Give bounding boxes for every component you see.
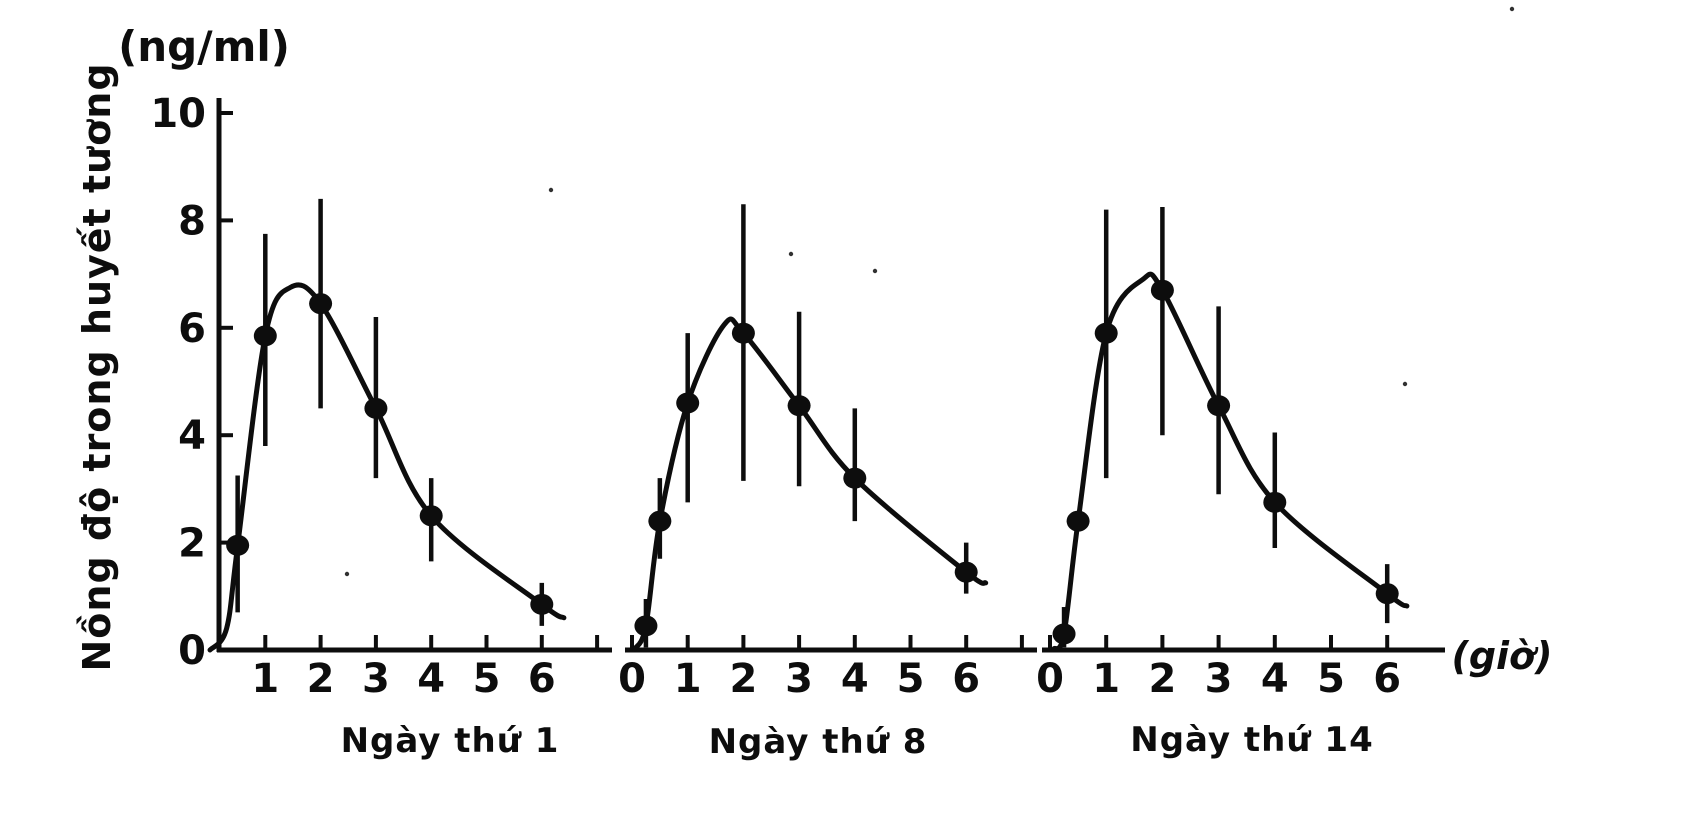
data-point bbox=[731, 322, 755, 344]
x-tick-label: 5 bbox=[473, 656, 501, 702]
scan-speck bbox=[788, 251, 794, 257]
scan-speck bbox=[344, 571, 350, 577]
x-tick-label: 0 bbox=[618, 656, 646, 702]
data-point bbox=[530, 593, 554, 615]
data-point bbox=[634, 615, 658, 637]
y-tick-label: 6 bbox=[178, 306, 206, 352]
x-tick-label: 4 bbox=[417, 656, 445, 702]
data-point bbox=[226, 534, 250, 556]
data-point bbox=[787, 395, 811, 417]
data-point bbox=[648, 510, 672, 532]
y-axis-unit-label: (ng/ml) bbox=[118, 22, 290, 71]
data-point bbox=[1207, 395, 1231, 417]
data-point bbox=[253, 325, 277, 347]
x-axis-unit-label: (giờ) bbox=[1451, 634, 1553, 678]
scan-speck bbox=[1402, 381, 1408, 387]
data-point bbox=[843, 467, 867, 489]
data-point bbox=[1375, 583, 1399, 605]
data-point bbox=[676, 392, 700, 414]
x-tick-label: 4 bbox=[841, 656, 869, 702]
panel-title-day-1: Ngày thứ 1 bbox=[340, 721, 560, 761]
panel-title-day-8: Ngày thứ 8 bbox=[708, 722, 928, 762]
data-point bbox=[364, 397, 388, 419]
y-tick-label: 4 bbox=[178, 413, 206, 459]
x-tick-label: 1 bbox=[674, 656, 702, 702]
scan-speck bbox=[548, 187, 554, 193]
data-point bbox=[1094, 322, 1118, 344]
scan-speck bbox=[1509, 6, 1515, 12]
x-tick-label: 1 bbox=[251, 656, 279, 702]
data-point bbox=[1066, 510, 1090, 532]
x-tick-label: 5 bbox=[897, 656, 925, 702]
data-point bbox=[1263, 491, 1287, 513]
y-tick-label: 0 bbox=[178, 628, 206, 674]
data-point bbox=[419, 505, 443, 527]
data-point bbox=[1052, 623, 1076, 645]
x-tick-label: 0 bbox=[1036, 656, 1064, 702]
x-tick-label: 3 bbox=[362, 656, 390, 702]
y-tick-label: 10 bbox=[150, 91, 206, 137]
x-tick-label: 5 bbox=[1317, 656, 1345, 702]
x-tick-label: 2 bbox=[1148, 656, 1176, 702]
y-axis-title: Nồng độ trong huyết tương bbox=[75, 62, 119, 672]
x-tick-label: 6 bbox=[1373, 656, 1401, 702]
x-tick-label: 6 bbox=[952, 656, 980, 702]
y-tick-label: 2 bbox=[178, 521, 206, 567]
panel-title-day-14: Ngày thứ 14 bbox=[1130, 720, 1374, 760]
concentration-curve bbox=[207, 282, 567, 653]
x-tick-label: 2 bbox=[307, 656, 335, 702]
data-point bbox=[309, 293, 333, 315]
x-tick-label: 3 bbox=[785, 656, 813, 702]
x-tick-label: 4 bbox=[1261, 656, 1289, 702]
data-point bbox=[1150, 279, 1174, 301]
x-tick-label: 1 bbox=[1092, 656, 1120, 702]
x-tick-label: 2 bbox=[729, 656, 757, 702]
concentration-curve bbox=[1051, 271, 1410, 652]
y-tick-label: 8 bbox=[178, 198, 206, 244]
scan-speck bbox=[872, 268, 878, 274]
x-tick-label: 6 bbox=[528, 656, 556, 702]
concentration-curve bbox=[632, 316, 989, 652]
x-tick-label: 3 bbox=[1205, 656, 1233, 702]
data-point bbox=[954, 561, 978, 583]
